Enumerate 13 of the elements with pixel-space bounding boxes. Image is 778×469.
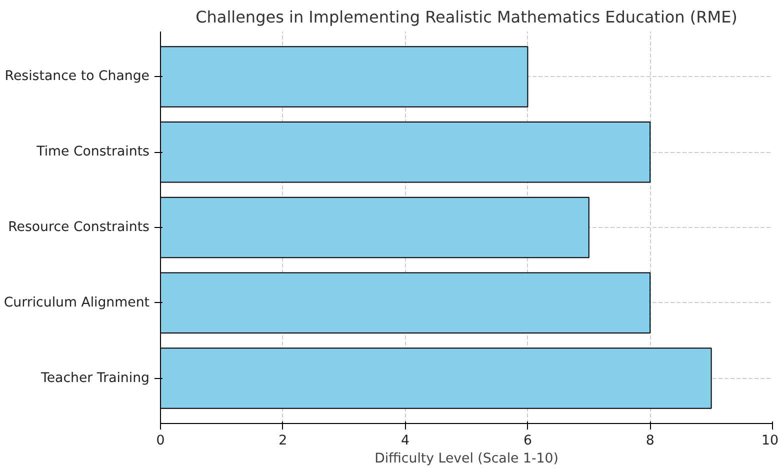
x-tick-label: 0 bbox=[156, 434, 165, 448]
y-tick-label: Resistance to Change bbox=[4, 69, 150, 84]
x-tick-label: 2 bbox=[278, 434, 288, 448]
y-tick-label: Teacher Training bbox=[40, 370, 150, 386]
y-tick-label: Resource Constraints bbox=[8, 220, 150, 235]
x-tick-label: 8 bbox=[646, 434, 654, 448]
y-tick-label: Curriculum Alignment bbox=[4, 295, 150, 310]
x-tick-label: 4 bbox=[401, 434, 410, 448]
y-tick-label: Time Constraints bbox=[36, 144, 150, 160]
x-axis-title: Difficulty Level (Scale 1-10) bbox=[374, 452, 558, 466]
chart-title: Challenges in Implementing Realistic Mathematics Education (RME) bbox=[196, 8, 738, 26]
x-tick-label: 6 bbox=[523, 434, 532, 448]
x-tick-label: 10 bbox=[762, 434, 778, 448]
